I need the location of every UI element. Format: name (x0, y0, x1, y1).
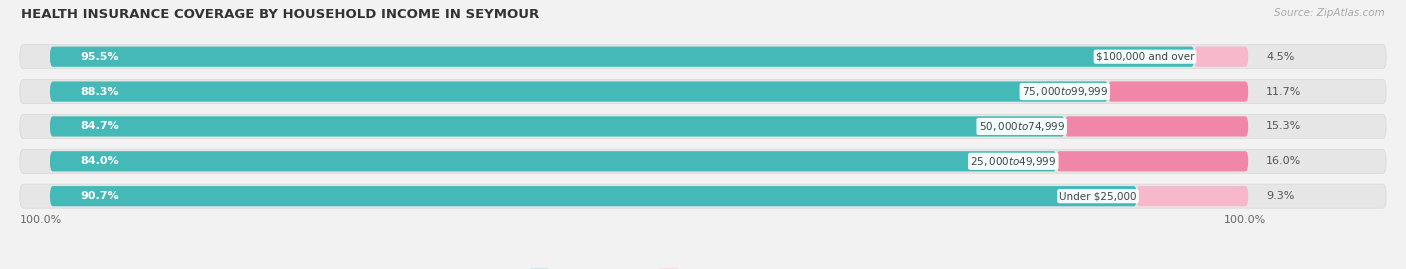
Text: 95.5%: 95.5% (80, 52, 118, 62)
Text: 4.5%: 4.5% (1267, 52, 1295, 62)
Text: 100.0%: 100.0% (20, 215, 62, 225)
Text: $75,000 to $99,999: $75,000 to $99,999 (1022, 85, 1108, 98)
FancyBboxPatch shape (51, 82, 1108, 102)
Text: HEALTH INSURANCE COVERAGE BY HOUSEHOLD INCOME IN SEYMOUR: HEALTH INSURANCE COVERAGE BY HOUSEHOLD I… (21, 8, 540, 21)
FancyBboxPatch shape (20, 149, 1386, 173)
FancyBboxPatch shape (20, 45, 1386, 69)
Text: 9.3%: 9.3% (1267, 191, 1295, 201)
FancyBboxPatch shape (1136, 186, 1249, 206)
Text: 84.0%: 84.0% (80, 156, 118, 166)
Legend: With Coverage, Without Coverage: With Coverage, Without Coverage (526, 264, 797, 269)
FancyBboxPatch shape (1056, 151, 1249, 171)
Text: 100.0%: 100.0% (1225, 215, 1267, 225)
Text: Under $25,000: Under $25,000 (1059, 191, 1136, 201)
FancyBboxPatch shape (51, 116, 1064, 137)
Text: $100,000 and over: $100,000 and over (1095, 52, 1194, 62)
Text: 84.7%: 84.7% (80, 121, 118, 132)
Text: $25,000 to $49,999: $25,000 to $49,999 (970, 155, 1056, 168)
Text: Source: ZipAtlas.com: Source: ZipAtlas.com (1274, 8, 1385, 18)
Text: 15.3%: 15.3% (1267, 121, 1302, 132)
FancyBboxPatch shape (51, 186, 1136, 206)
Text: 90.7%: 90.7% (80, 191, 118, 201)
FancyBboxPatch shape (20, 184, 1386, 208)
FancyBboxPatch shape (20, 80, 1386, 104)
Text: 16.0%: 16.0% (1267, 156, 1302, 166)
FancyBboxPatch shape (51, 151, 1056, 171)
Text: 88.3%: 88.3% (80, 87, 118, 97)
FancyBboxPatch shape (1194, 47, 1249, 67)
FancyBboxPatch shape (1064, 116, 1249, 137)
FancyBboxPatch shape (20, 114, 1386, 139)
Text: 11.7%: 11.7% (1267, 87, 1302, 97)
FancyBboxPatch shape (1108, 82, 1249, 102)
Text: $50,000 to $74,999: $50,000 to $74,999 (979, 120, 1064, 133)
FancyBboxPatch shape (51, 47, 1194, 67)
